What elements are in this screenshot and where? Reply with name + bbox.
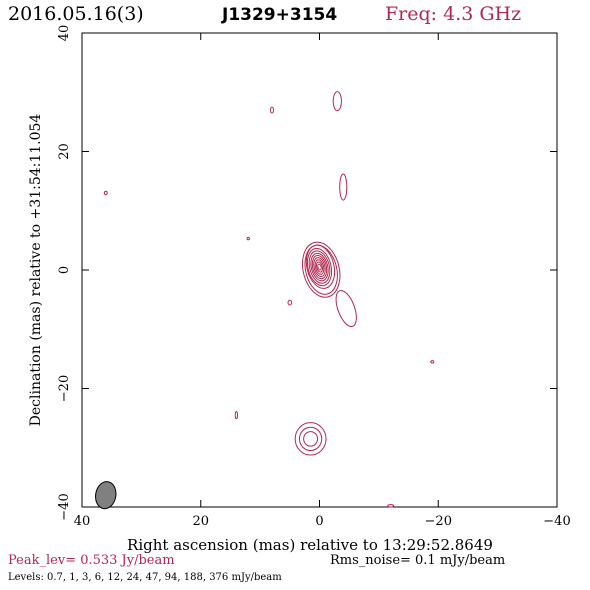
core-contour <box>306 247 333 287</box>
x-tick-label: 0 <box>315 514 323 529</box>
peak-level: Peak_lev= 0.533 Jy/beam <box>8 553 175 568</box>
core-contour <box>301 241 341 298</box>
noise-spot-contour <box>332 91 342 112</box>
x-tick-label: 40 <box>74 514 91 529</box>
y-tick-label: 20 <box>57 143 72 160</box>
noise-spot-contour <box>270 106 274 114</box>
core-contour <box>308 250 331 284</box>
core-contour <box>313 257 326 277</box>
y-tick-label: 0 <box>57 266 72 274</box>
jet-extension-contour <box>335 289 357 328</box>
rms-noise: Rms_noise= 0.1 mJy/beam <box>330 553 506 568</box>
core-contour <box>314 259 325 275</box>
x-tick-label: −20 <box>425 514 452 529</box>
core-contour <box>311 254 328 280</box>
x-tick-label: 20 <box>192 514 209 529</box>
x-axis-label: Right ascension (mas) relative to 13:29:… <box>127 536 493 554</box>
y-tick-label: 40 <box>57 25 72 42</box>
x-tick-label: −40 <box>543 514 570 529</box>
y-tick-label: −40 <box>57 493 72 520</box>
y-axis-label: Declination (mas) relative to +31:54:11.… <box>28 114 44 427</box>
header-date: 2016.05.16(3) <box>8 3 144 25</box>
blob-contour <box>294 422 327 456</box>
noise-spot-contour <box>339 173 348 201</box>
blob-contour <box>298 426 323 452</box>
core-contour <box>310 252 329 282</box>
contour-levels: Levels: 0.7, 1, 3, 6, 12, 24, 47, 94, 18… <box>8 572 282 583</box>
header-frequency: Freq: 4.3 GHz <box>385 3 522 25</box>
blob-contour <box>303 431 319 447</box>
core-contour <box>316 261 323 273</box>
header-source: J1329+3154 <box>222 5 338 25</box>
noise-spot-contour <box>103 190 108 196</box>
contour-group <box>95 91 435 510</box>
core-contour <box>305 244 336 289</box>
noise-spot-contour <box>387 504 395 508</box>
y-tick-label: −20 <box>57 375 72 402</box>
noise-spot-contour <box>246 236 250 241</box>
core-contour <box>317 263 322 271</box>
beam-ellipse <box>95 481 117 510</box>
noise-spot-contour <box>234 411 239 420</box>
noise-spot-contour <box>287 299 293 306</box>
noise-spot-contour <box>430 360 435 364</box>
axis-ticks: 40 20 0 −20 −40 −40 −20 0 20 40 <box>57 25 571 529</box>
